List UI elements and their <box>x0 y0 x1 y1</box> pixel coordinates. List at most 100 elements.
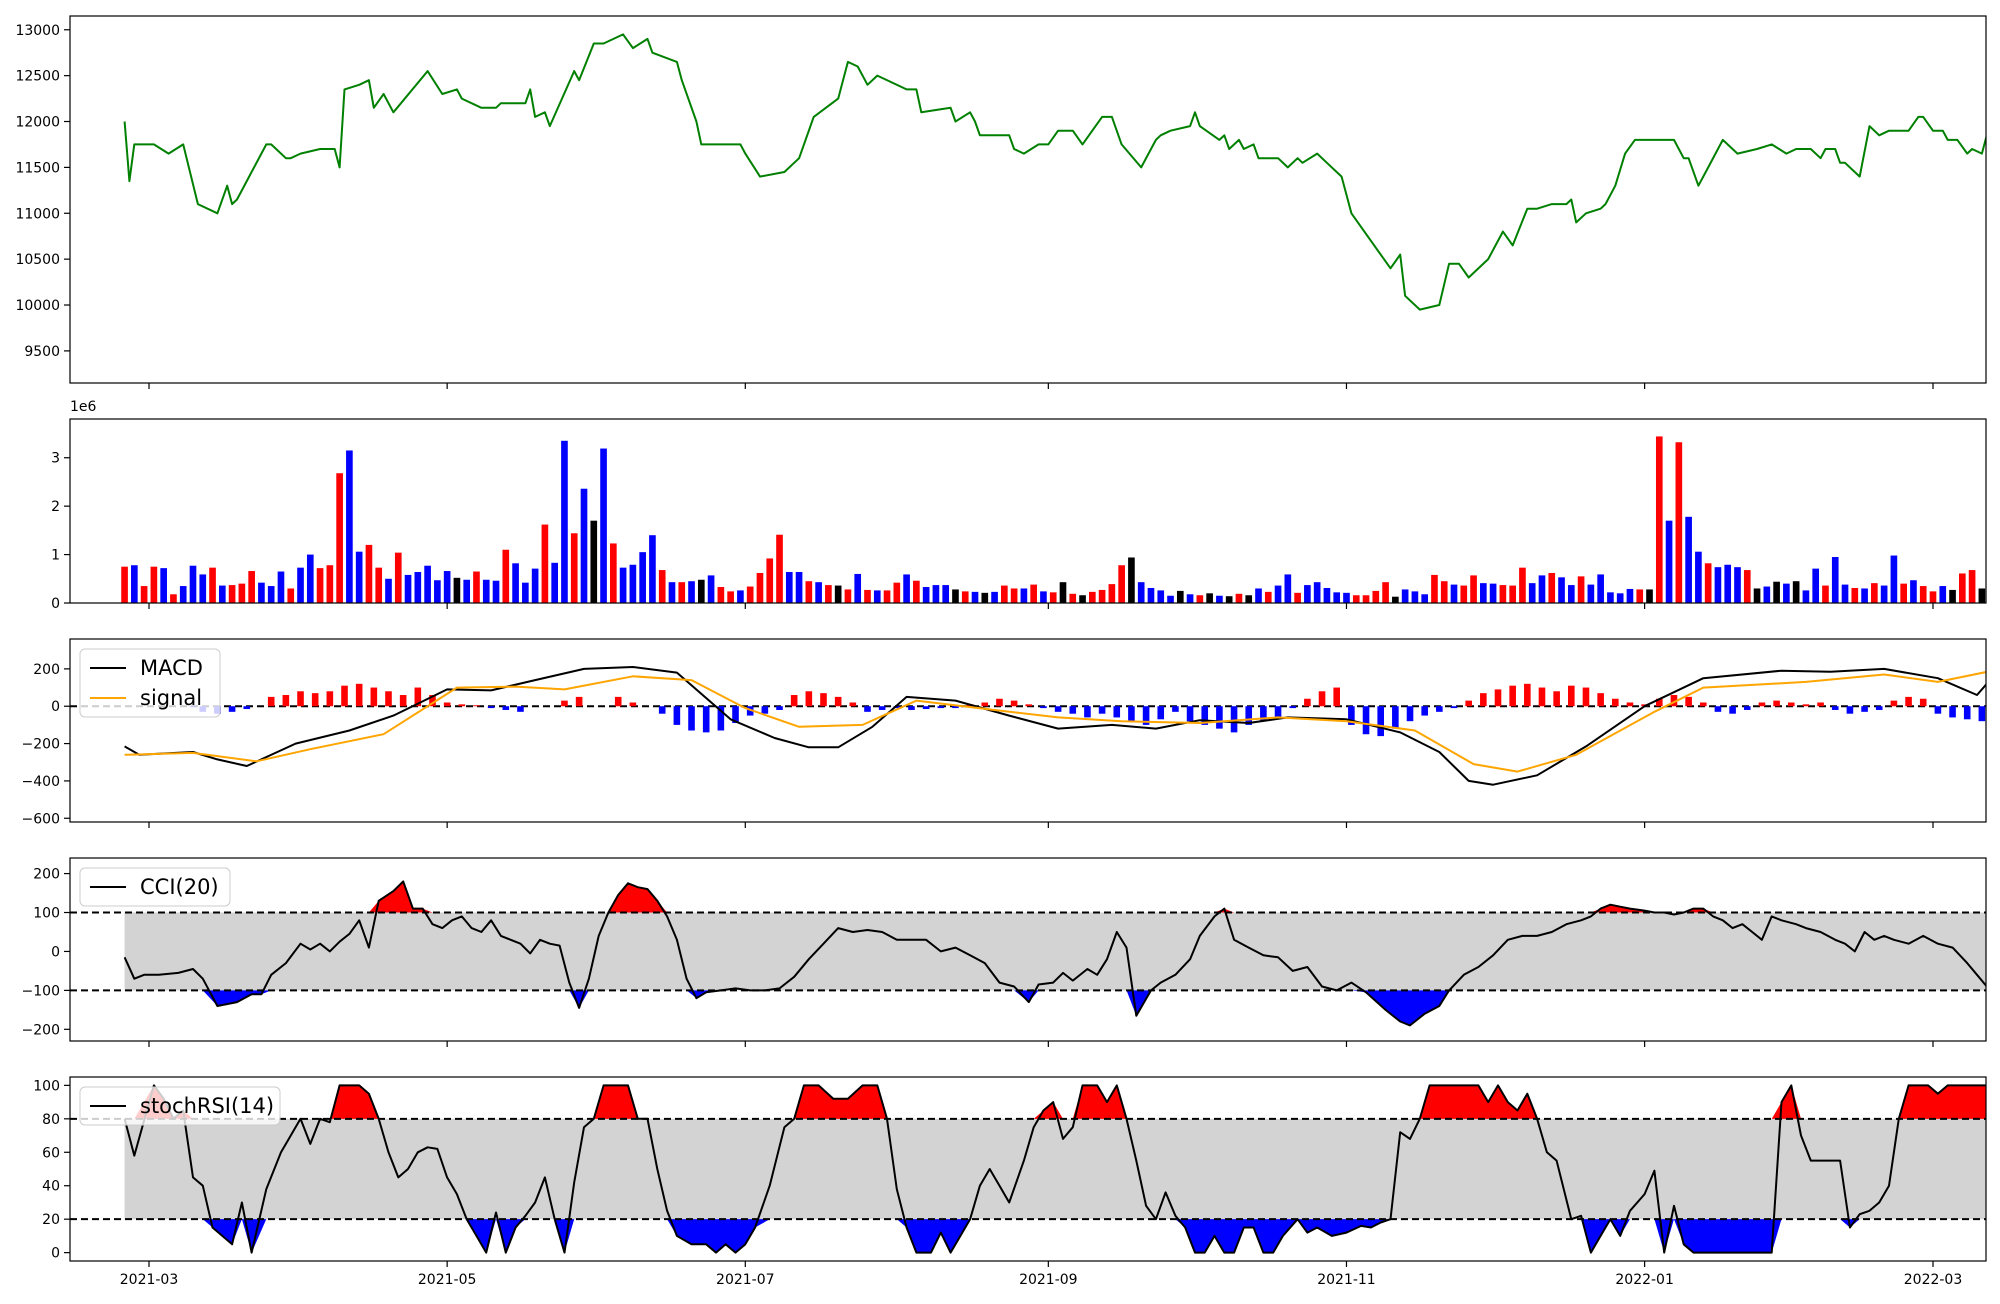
cci-ytick-label: 0 <box>51 944 60 960</box>
volume-bar <box>1049 592 1057 603</box>
volume-bar <box>1098 589 1106 603</box>
volume-bar <box>1499 585 1507 603</box>
macd-histogram-bar <box>1729 706 1736 714</box>
macd-histogram-bar <box>1831 706 1839 710</box>
macd-histogram-bar <box>1113 706 1121 718</box>
volume-bar <box>336 473 343 603</box>
macd-histogram-bar <box>761 706 769 714</box>
volume-bar <box>932 585 940 603</box>
macd-histogram-bar <box>1465 700 1472 707</box>
xtick-label: 2021-05 <box>418 1272 477 1288</box>
macd-histogram-bar <box>1201 706 1209 725</box>
macd-ytick-label: −600 <box>22 811 60 827</box>
volume-bar <box>610 543 617 603</box>
volume-bar <box>267 586 275 603</box>
macd-histogram-bar <box>1348 706 1355 725</box>
volume-bar <box>326 565 334 603</box>
volume-bar <box>1949 589 1956 603</box>
macd-histogram-bar <box>1993 691 2000 706</box>
macd-histogram-bar <box>805 691 813 707</box>
volume-bar <box>1919 586 1927 603</box>
volume-bar <box>1675 442 1683 603</box>
volume-bar <box>209 567 216 603</box>
volume-bar <box>1304 585 1311 603</box>
stochrsi-band <box>124 1118 1986 1220</box>
volume-bar <box>1176 590 1184 603</box>
volume-bar <box>991 591 998 603</box>
volume-bar <box>1294 592 1301 603</box>
macd-histogram-bar <box>1436 706 1443 712</box>
volume-bar <box>1567 585 1575 603</box>
macd-histogram-bar <box>849 702 857 707</box>
volume-bar <box>668 582 676 603</box>
volume-bar <box>1978 588 1986 603</box>
macd-histogram-bar <box>717 706 725 731</box>
volume-bar <box>1646 589 1653 603</box>
volume-bar <box>1450 584 1458 603</box>
stochrsi-fills <box>124 1085 1986 1253</box>
volume-bar <box>629 564 637 603</box>
volume-marks <box>121 436 1986 603</box>
macd-histogram-bar <box>385 691 392 707</box>
volume-bar <box>834 585 842 603</box>
volume-bar <box>1910 580 1917 603</box>
volume-bar <box>1382 582 1389 603</box>
volume-bar <box>150 566 158 603</box>
stochrsi-legend-label: stochRSI(14) <box>140 1094 274 1118</box>
volume-bar <box>1812 568 1820 603</box>
macd-histogram-bar <box>908 706 915 710</box>
macd-histogram-bar <box>658 706 666 714</box>
macd-histogram-bar <box>1230 706 1238 733</box>
macd-histogram-bar <box>1568 685 1575 707</box>
volume-bar <box>1714 567 1722 603</box>
volume-bar <box>1577 576 1585 603</box>
volume-bar <box>561 440 568 603</box>
stochrsi-ytick-label: 20 <box>42 1212 60 1228</box>
macd-histogram-bar <box>1025 704 1033 707</box>
volume-bar <box>805 581 813 603</box>
stochrsi-overbought-fill <box>124 1085 1986 1119</box>
volume-ytick-label: 2 <box>51 499 60 515</box>
volume-bar <box>297 567 304 603</box>
volume-bar <box>1225 596 1233 603</box>
volume-bar <box>228 585 236 603</box>
volume-bar <box>1460 585 1468 603</box>
volume-bar <box>541 524 549 603</box>
macd-histogram-bar <box>996 698 1003 707</box>
macd-histogram-bar <box>487 706 495 709</box>
macd-histogram-bar <box>1597 693 1604 707</box>
volume-bar <box>1245 595 1253 603</box>
volume-bar <box>1128 557 1135 603</box>
volume-bar <box>1108 584 1116 603</box>
volume-bar <box>1186 594 1194 603</box>
volume-bar <box>1704 563 1712 603</box>
macd-histogram-bar <box>1377 706 1384 737</box>
volume-bar <box>1607 592 1614 603</box>
macd-histogram-bar <box>575 696 583 707</box>
price-ytick-label: 11000 <box>15 206 60 222</box>
volume-bar <box>815 582 822 603</box>
macd-ytick-label: 200 <box>33 662 60 678</box>
macd-histogram-bar <box>1274 706 1282 718</box>
volume-bar <box>1167 595 1174 603</box>
volume-bar <box>199 574 207 603</box>
cci-legend-label: CCI(20) <box>140 875 219 899</box>
volume-bar <box>238 583 246 603</box>
macd-histogram-bar <box>458 704 466 707</box>
volume-bar <box>1196 595 1204 603</box>
macd-histogram-bar <box>1890 700 1898 707</box>
macd-histogram-bar <box>1040 706 1047 709</box>
volume-bar <box>1519 567 1526 603</box>
volume-bar <box>844 589 852 603</box>
macd-histogram-bar <box>1142 706 1150 725</box>
volume-bar <box>1079 595 1086 603</box>
volume-bar <box>531 568 539 603</box>
volume-bar <box>512 563 519 603</box>
volume-bar <box>707 575 715 603</box>
macd-histogram-bar <box>1406 706 1414 722</box>
price-line-line <box>123 33 1986 311</box>
xtick-label: 2022-03 <box>1904 1272 1963 1288</box>
volume-bar <box>971 591 979 603</box>
volume-bar <box>825 585 832 603</box>
macd-marks <box>70 666 2000 786</box>
